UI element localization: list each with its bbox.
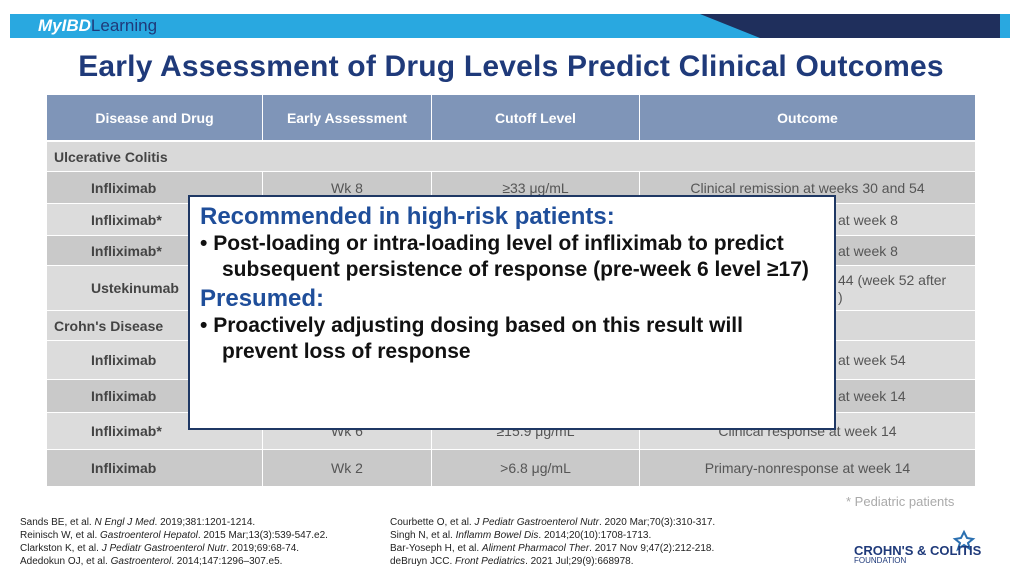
cell-fragment: at week 54 [838, 352, 906, 368]
reference-part: . 2015 Mar;13(3):539-547.e2. [197, 530, 328, 541]
reference-part: Adedokun OJ, et al. [20, 556, 111, 567]
cell-fragment: at week 14 [838, 388, 906, 404]
reference-part: J Pediatr Gastroenterol Nutr [474, 517, 600, 528]
reference-part: N Engl J Med [94, 517, 155, 528]
table-cell: Wk 2 [263, 450, 432, 487]
reference: deBruyn JCC. Front Pediatrics. 2021 Jul;… [390, 555, 715, 568]
callout-bullet: • Post-loading or intra-loading level of… [200, 232, 809, 281]
header-accent [700, 14, 1000, 38]
reference-part: Clarkston K, et al. [20, 543, 102, 554]
reference-part: Singh N, et al. [390, 530, 456, 541]
reference-part: . 2014;20(10):1708-1713. [538, 530, 652, 541]
logo-b: Learning [90, 16, 158, 35]
reference: Adedokun OJ, et al. Gastroenterol. 2014;… [20, 555, 328, 568]
reference-part: . 2014;147:1296–307.e5. [171, 556, 283, 567]
reference: Reinisch W, et al. Gastroenterol Hepatol… [20, 529, 328, 542]
table-cell: Primary-nonresponse at week 14 [640, 450, 976, 487]
foundation-name: CROHN'S & COLITIS [854, 543, 982, 558]
reference-part: Sands BE, et al. [20, 517, 95, 528]
reference-part: . 2019;381:1201-1214. [154, 517, 256, 528]
reference: Courbette O, et al. J Pediatr Gastroente… [390, 516, 715, 529]
column-header: Outcome [640, 95, 976, 141]
reference-part: . 2019;69:68-74. [226, 543, 300, 554]
table-cell: >6.8 μg/mL [432, 450, 640, 487]
callout-box: Recommended in high-risk patients: • Post… [188, 195, 836, 430]
reference-part: Inflamm Bowel Dis [455, 530, 539, 541]
reference-part: Gastroenterol [110, 556, 172, 567]
table-cell: Infliximab [47, 450, 263, 487]
reference: Clarkston K, et al. J Pediatr Gastroente… [20, 542, 328, 555]
logo-a: MyIBD [38, 16, 91, 35]
section-row: Ulcerative Colitis [47, 142, 976, 172]
column-header: Cutoff Level [432, 95, 640, 141]
foundation-icon [952, 529, 976, 552]
column-header: Early Assessment [263, 95, 432, 141]
callout-heading: Recommended in high-risk patients: [200, 203, 615, 230]
reference-part: Bar-Yoseph H, et al. [390, 543, 482, 554]
callout-heading: Presumed: [200, 285, 325, 312]
reference-part: Aliment Pharmacol Ther [481, 543, 590, 554]
reference: Singh N, et al. Inflamm Bowel Dis. 2014;… [390, 529, 715, 542]
reference-part: . 2017 Nov 9;47(2):212-218. [589, 543, 715, 554]
cell-fragment: at week 8 [838, 242, 898, 259]
table-cell: Infliximab [47, 172, 263, 204]
reference-part: . 2021 Jul;29(9):668978. [525, 556, 634, 567]
references-right: Courbette O, et al. J Pediatr Gastroente… [390, 516, 715, 568]
reference: Sands BE, et al. N Engl J Med. 2019;381:… [20, 516, 328, 529]
reference-part: Front Pediatrics [455, 556, 526, 567]
reference-part: J Pediatr Gastroenterol Nutr [101, 543, 227, 554]
cell-fragment: 44 (week 52 after ) [838, 271, 947, 305]
reference-part: Gastroenterol Hepatol [100, 530, 198, 541]
reference: Bar-Yoseph H, et al. Aliment Pharmacol T… [390, 542, 715, 555]
logo: MyIBDLearning [38, 16, 157, 36]
references-left: Sands BE, et al. N Engl J Med. 2019;381:… [20, 516, 328, 568]
foundation-sub: FOUNDATION [854, 556, 907, 565]
reference-part: deBruyn JCC. [390, 556, 456, 567]
slide-title: Early Assessment of Drug Levels Predict … [78, 50, 944, 83]
reference-part: Courbette O, et al. [390, 517, 475, 528]
callout-bullet: • Proactively adjusting dosing based on … [200, 314, 743, 363]
cell-fragment: at week 8 [838, 211, 898, 228]
footnote: * Pediatric patients [846, 494, 955, 509]
reference-part: Reinisch W, et al. [20, 530, 101, 541]
reference-part: . 2020 Mar;70(3):310-317. [599, 517, 716, 528]
column-header: Disease and Drug [47, 95, 263, 141]
